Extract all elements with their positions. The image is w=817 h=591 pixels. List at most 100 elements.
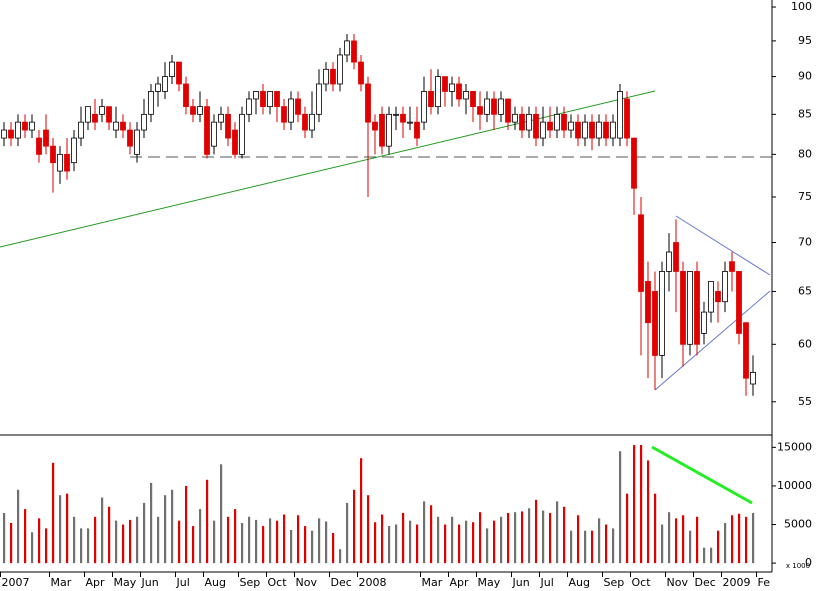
x-tick-label: Jul xyxy=(540,576,554,589)
volume-bar xyxy=(318,518,321,564)
y-tick-label: 85 xyxy=(798,107,812,120)
volume-bar xyxy=(80,528,83,564)
volume-bar xyxy=(339,549,342,564)
candle-body xyxy=(547,121,553,131)
x-tick-label: Dec xyxy=(331,576,352,589)
volume-bar xyxy=(500,516,503,564)
candle-body xyxy=(29,121,35,131)
candle-body xyxy=(526,113,532,131)
volume-bar xyxy=(24,509,27,564)
candle-body xyxy=(687,271,693,345)
volume-bar xyxy=(199,509,202,564)
volume-bar xyxy=(409,520,412,564)
x-tick-label: Dec xyxy=(695,576,716,589)
x-tick-label: Nov xyxy=(296,576,318,589)
volume-bar xyxy=(311,530,314,564)
volume-bar xyxy=(157,516,160,564)
candle-body xyxy=(141,113,147,131)
candle-body xyxy=(694,271,700,345)
candle-body xyxy=(337,54,343,85)
candle-body xyxy=(638,214,644,292)
candle-body xyxy=(36,137,42,155)
y-tick-label: 0 xyxy=(805,556,812,569)
volume-bar xyxy=(535,499,538,564)
volume-bar xyxy=(556,501,559,564)
candle-body xyxy=(603,121,609,139)
volume-unit: x 1000 xyxy=(786,562,810,570)
volume-bar xyxy=(59,495,62,564)
candle-body xyxy=(57,153,63,172)
volume-bar xyxy=(38,518,41,564)
volume-bar xyxy=(675,518,678,564)
volume-bar xyxy=(87,528,90,564)
x-tick-label: Aug xyxy=(569,576,590,589)
candle-body xyxy=(477,106,483,115)
candle-body xyxy=(162,76,168,92)
volume-bar xyxy=(668,512,671,564)
y-tick-label: 10000 xyxy=(777,479,812,492)
candle-body xyxy=(722,271,728,303)
volume-bar xyxy=(542,510,545,564)
x-tick-label: Apr xyxy=(86,576,106,589)
x-tick-label: Oct xyxy=(268,576,288,589)
volume-bar xyxy=(353,489,356,564)
volume-bar xyxy=(451,516,454,564)
candle-body xyxy=(400,113,406,123)
candle-body xyxy=(344,40,350,56)
volume-bar xyxy=(661,524,664,564)
volume-bar xyxy=(423,501,426,564)
volume-bar xyxy=(388,526,391,564)
candle-body xyxy=(491,98,497,115)
volume-bar xyxy=(458,524,461,564)
candle-body xyxy=(596,121,602,139)
x-tick-label: 2009 xyxy=(723,576,751,589)
candle-body xyxy=(428,91,434,108)
candle-body xyxy=(64,153,70,172)
candle-body xyxy=(386,113,392,147)
triangle-line xyxy=(675,215,771,276)
volume-bar xyxy=(374,522,377,564)
candle-body xyxy=(470,91,476,108)
candle-body xyxy=(484,98,490,115)
volume-bar xyxy=(360,458,363,564)
volume-bar xyxy=(486,528,489,564)
volume-bar xyxy=(346,502,349,564)
volume-bar xyxy=(444,524,447,564)
volume-bar xyxy=(269,518,272,564)
candle-body xyxy=(358,61,364,85)
candle-body xyxy=(512,113,518,123)
volume-bar xyxy=(563,506,566,564)
candle-body xyxy=(582,121,588,139)
volume-bar xyxy=(17,489,20,564)
candle-body xyxy=(204,106,210,155)
y-tick-label: 60 xyxy=(798,337,812,350)
candle-body xyxy=(701,311,707,334)
volume-bar xyxy=(731,515,734,564)
y-tick-label: 95 xyxy=(798,34,812,47)
volume-bar xyxy=(276,520,279,564)
candle-body xyxy=(631,137,637,189)
x-tick-label: Nov xyxy=(667,576,689,589)
candle-body xyxy=(288,98,294,123)
candle-body xyxy=(267,91,273,108)
volume-bar xyxy=(605,524,608,564)
y-tick-label: 75 xyxy=(798,190,812,203)
x-tick-label: Sep xyxy=(240,576,261,589)
volume-bar xyxy=(115,520,118,564)
candle-body xyxy=(190,106,196,115)
candle-body xyxy=(323,68,329,85)
candle-body xyxy=(365,83,371,123)
volume-bar xyxy=(591,530,594,564)
candle-body xyxy=(8,129,14,139)
x-tick-label: Apr xyxy=(450,576,470,589)
y-tick-label: 100 xyxy=(791,0,812,13)
candle-body xyxy=(232,129,238,155)
x-tick-label: Mar xyxy=(51,576,72,589)
volume-bar xyxy=(171,489,174,564)
volume-bar xyxy=(283,514,286,564)
volume-bar xyxy=(73,516,76,564)
x-tick-label: Jun xyxy=(141,576,159,589)
candle-body xyxy=(372,121,378,131)
candle-body xyxy=(505,98,511,123)
